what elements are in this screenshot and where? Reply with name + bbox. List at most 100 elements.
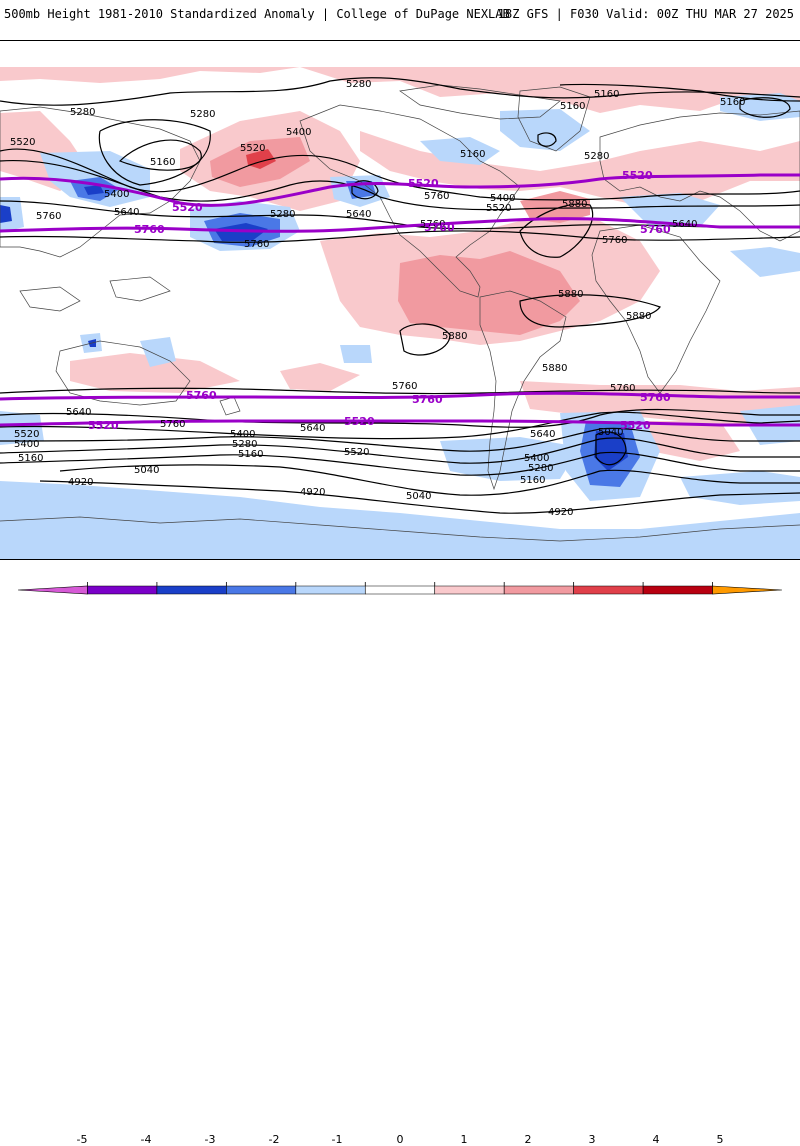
anomaly-map: 5280 5280 5280 5280 5160 5160 5160 5160 … bbox=[0, 67, 800, 559]
contour-label: 5280 bbox=[346, 79, 371, 90]
contour-label: 5760 bbox=[36, 211, 61, 222]
colorbar-segment bbox=[295, 585, 366, 595]
anomaly-area bbox=[440, 437, 580, 481]
contour-5760 bbox=[0, 230, 800, 243]
contour-label: 5760 bbox=[160, 419, 185, 430]
purple-contour-label: 5760 bbox=[640, 223, 671, 236]
contour-label: 5160 bbox=[560, 101, 585, 112]
contour-5160 bbox=[559, 83, 800, 102]
purple-contour-label: 5760 bbox=[424, 221, 455, 234]
contour-label: 5760 bbox=[420, 219, 445, 230]
coastline bbox=[599, 110, 800, 242]
map-panel: 5280 5280 5280 5280 5160 5160 5160 5160 … bbox=[0, 40, 800, 560]
colorbar-segment bbox=[712, 585, 783, 595]
contour-5640 bbox=[0, 200, 800, 230]
colorbar-tick-label: -1 bbox=[331, 1133, 343, 1146]
contour-label: 5520 bbox=[486, 203, 511, 214]
contour-low bbox=[351, 180, 379, 200]
contour-5280-s bbox=[0, 437, 800, 464]
purple-contour-label: 5760 bbox=[186, 389, 217, 402]
contour-label: 5520 bbox=[344, 447, 369, 458]
coastline bbox=[0, 106, 201, 258]
anomaly-area bbox=[0, 67, 800, 113]
colorbar-tick-label: -2 bbox=[268, 1133, 280, 1146]
colorbar-tick-label: 0 bbox=[396, 1133, 404, 1146]
coastline bbox=[517, 86, 591, 152]
contour-label: 4920 bbox=[548, 507, 573, 518]
colorbar-tick-label: -3 bbox=[204, 1133, 216, 1146]
purple-contour-label: 5520 bbox=[172, 201, 203, 214]
contour-label: 5160 bbox=[18, 453, 43, 464]
purple-contour-label: 5760 bbox=[134, 223, 165, 236]
contour-label: 5760 bbox=[424, 191, 449, 202]
title-bar: 500mb Height 1981-2010 Standardized Anom… bbox=[0, 0, 800, 28]
colorbar-segment bbox=[226, 585, 297, 595]
contour-label: 5280 bbox=[270, 209, 295, 220]
contour-5880 bbox=[399, 323, 451, 356]
colorbar-segment bbox=[503, 585, 574, 595]
model-run-info: 18Z GFS | F030 Valid: 00Z THU MAR 27 202… bbox=[497, 7, 794, 21]
contour-label: 5880 bbox=[626, 311, 651, 322]
contour-5520-s bbox=[0, 411, 800, 440]
anomaly-area bbox=[640, 421, 740, 461]
contour-5880 bbox=[519, 294, 661, 328]
contour-label: 5400 bbox=[286, 127, 311, 138]
anomaly-area bbox=[0, 205, 12, 223]
contour-label: 5640 bbox=[346, 209, 371, 220]
contour-label: 4920 bbox=[300, 487, 325, 498]
contour-label: 5400 bbox=[230, 429, 255, 440]
purple-contour-5760-s bbox=[0, 391, 800, 401]
colorbar-tick-label: -4 bbox=[140, 1133, 152, 1146]
contour-label: 5280 bbox=[70, 107, 95, 118]
colorbar-segments bbox=[17, 585, 783, 595]
anomaly-area bbox=[0, 411, 44, 445]
anomaly-area bbox=[730, 247, 800, 277]
contour-5040-s bbox=[59, 464, 800, 496]
contour-label: 5880 bbox=[542, 363, 567, 374]
purple-contour-5760 bbox=[0, 217, 800, 233]
contour-label: 5280 bbox=[584, 151, 609, 162]
contour-label: 5400 bbox=[490, 193, 515, 204]
contour-low bbox=[537, 132, 557, 147]
contour-label: 5520 bbox=[10, 137, 35, 148]
contour-label: 5760 bbox=[392, 381, 417, 392]
colorbar-tick-label: 1 bbox=[460, 1133, 468, 1146]
contour-label: 5040 bbox=[134, 465, 159, 476]
contour-label: 5400 bbox=[524, 453, 549, 464]
colorbar-tick-label: 2 bbox=[524, 1133, 532, 1146]
anomaly-area bbox=[398, 251, 580, 335]
contour-5280 bbox=[0, 77, 800, 106]
contour-5160-s bbox=[0, 451, 800, 476]
coastline bbox=[399, 84, 561, 120]
colorbar-segment bbox=[87, 585, 158, 595]
anomaly-area bbox=[280, 363, 360, 391]
contour-label: 5640 bbox=[114, 207, 139, 218]
positive-anomaly-shading bbox=[0, 67, 800, 461]
coastline bbox=[19, 286, 81, 312]
colorbar-segment bbox=[642, 585, 713, 595]
contour-5760-s bbox=[0, 387, 800, 395]
purple-contour-5520 bbox=[0, 173, 800, 207]
colorbar-ticks bbox=[87, 582, 713, 586]
contour-label: 5760 bbox=[602, 235, 627, 246]
anomaly-area bbox=[70, 353, 240, 393]
anomaly-area bbox=[620, 193, 720, 227]
contour-label: 5280 bbox=[528, 463, 553, 474]
coastline bbox=[299, 104, 521, 298]
anomaly-area bbox=[420, 137, 500, 165]
colorbar-tick-label: 5 bbox=[716, 1133, 724, 1146]
contour-label: 5160 bbox=[150, 157, 175, 168]
coastline bbox=[109, 276, 171, 302]
contour-label: 5520 bbox=[240, 143, 265, 154]
contour-label: 5880 bbox=[442, 331, 467, 342]
purple-contours bbox=[0, 173, 800, 427]
anomaly-area bbox=[340, 345, 372, 363]
coastline bbox=[219, 396, 241, 416]
contour-label: 5160 bbox=[720, 97, 745, 108]
coastlines bbox=[0, 84, 800, 542]
purple-contour-label: 5760 bbox=[412, 393, 443, 406]
contour-label: 5280 bbox=[232, 439, 257, 450]
purple-contour-5520-s bbox=[0, 419, 800, 427]
anomaly-area bbox=[500, 109, 590, 151]
contour-label: 5280 bbox=[190, 109, 215, 120]
